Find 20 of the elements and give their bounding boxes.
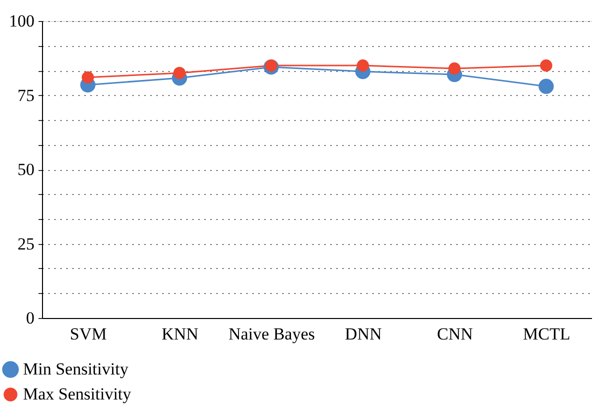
x-tick-label: CNN: [437, 324, 473, 344]
point: [448, 62, 461, 75]
point: [538, 78, 554, 94]
y-tick-label: 100: [9, 12, 34, 30]
x-tick-label: Naive Bayes: [228, 324, 315, 344]
legend-label: Min Sensitivity: [23, 360, 129, 378]
legend-label: Max Sensitivity: [23, 384, 132, 404]
point: [265, 59, 278, 72]
x-tick-label: MCTL: [523, 324, 570, 344]
point: [82, 71, 94, 84]
point: [540, 59, 552, 72]
y-tick-label: 25: [18, 234, 34, 254]
x-tick-label: SVM: [70, 324, 107, 344]
y-tick-label: 75: [18, 86, 34, 105]
point: [356, 59, 369, 72]
x-tick-label: DNN: [344, 324, 382, 344]
y-tick-label: 50: [18, 160, 34, 179]
point: [173, 66, 186, 80]
y-tick-label: 0: [26, 308, 34, 328]
x-tick-label: KNN: [162, 324, 198, 344]
